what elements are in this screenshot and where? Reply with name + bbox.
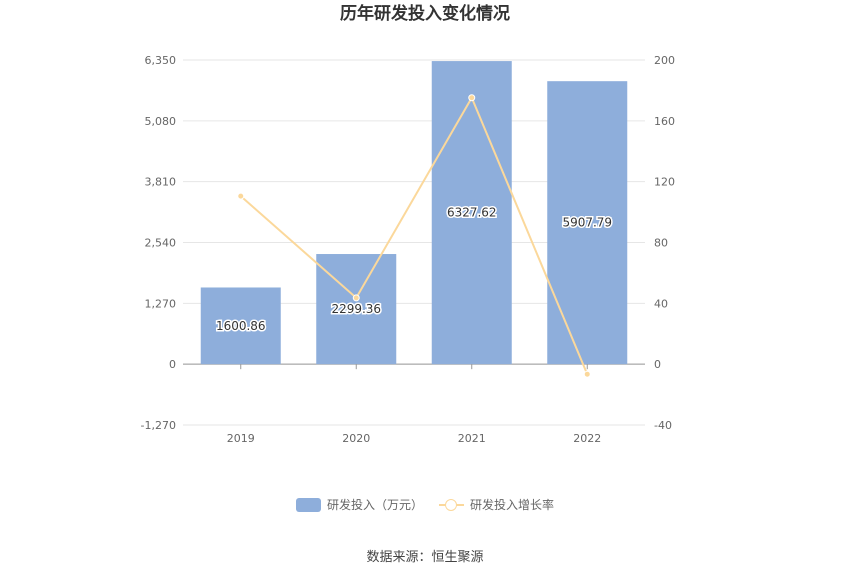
y-left-tick-label: 3,810 — [145, 176, 177, 189]
bar-data-label: 1600.86 — [216, 319, 266, 333]
growth-rate-point — [237, 192, 245, 200]
y-right-tick-label: 0 — [654, 358, 661, 371]
y-left-tick-label: -1,270 — [141, 419, 176, 432]
y-right-tick-label: 120 — [654, 176, 675, 189]
y-left-tick-label: 5,080 — [145, 115, 177, 128]
y-left-tick-label: 0 — [169, 358, 176, 371]
bar-data-label: 5907.79 — [562, 216, 612, 230]
bar — [547, 81, 628, 365]
y-left-tick-label: 6,350 — [145, 54, 177, 67]
legend-bar-label: 研发投入（万元） — [326, 498, 423, 512]
legend-line-label: 研发投入增长率 — [470, 498, 555, 512]
bar-data-label: 6327.62 — [447, 206, 497, 220]
chart-title: 历年研发投入变化情况 — [340, 4, 510, 24]
chart-plot: 6,350 5,080 3,810 2,540 1,270 0 -1,270 200 160 12… — [141, 54, 675, 445]
legend-item-bar[interactable]: 研发投入（万元） — [295, 496, 423, 513]
bar — [316, 254, 397, 365]
x-tick-label: 2021 — [458, 432, 486, 445]
legend-bar-swatch — [295, 497, 321, 512]
y-right-tick-label: -40 — [654, 419, 672, 432]
growth-rate-point — [583, 370, 591, 378]
bar — [200, 287, 281, 365]
legend-line-swatch — [439, 498, 464, 512]
growth-rate-line — [240, 95, 589, 375]
y-right-tick-label: 40 — [654, 297, 668, 310]
y-left-tick-label: 2,540 — [145, 237, 177, 250]
data-source-note: 数据来源：恒生聚源 — [366, 550, 484, 565]
bar-data-label: 2299.36 — [331, 302, 381, 316]
growth-rate-point — [468, 94, 476, 102]
legend-item-line[interactable]: 研发投入增长率 — [439, 496, 554, 513]
growth-rate-point — [352, 294, 360, 302]
y-right-tick-label: 160 — [654, 115, 675, 128]
x-tick-label: 2022 — [573, 432, 601, 445]
y-right-tick-label: 80 — [654, 237, 668, 250]
y-right-tick-label: 200 — [654, 54, 675, 67]
chart-legend: 研发投入（万元） 研发投入增长率 — [0, 496, 850, 513]
y-left-tick-label: 1,270 — [145, 297, 177, 310]
x-tick-label: 2020 — [342, 432, 370, 445]
bar — [431, 61, 512, 365]
x-tick-label: 2019 — [227, 432, 255, 445]
